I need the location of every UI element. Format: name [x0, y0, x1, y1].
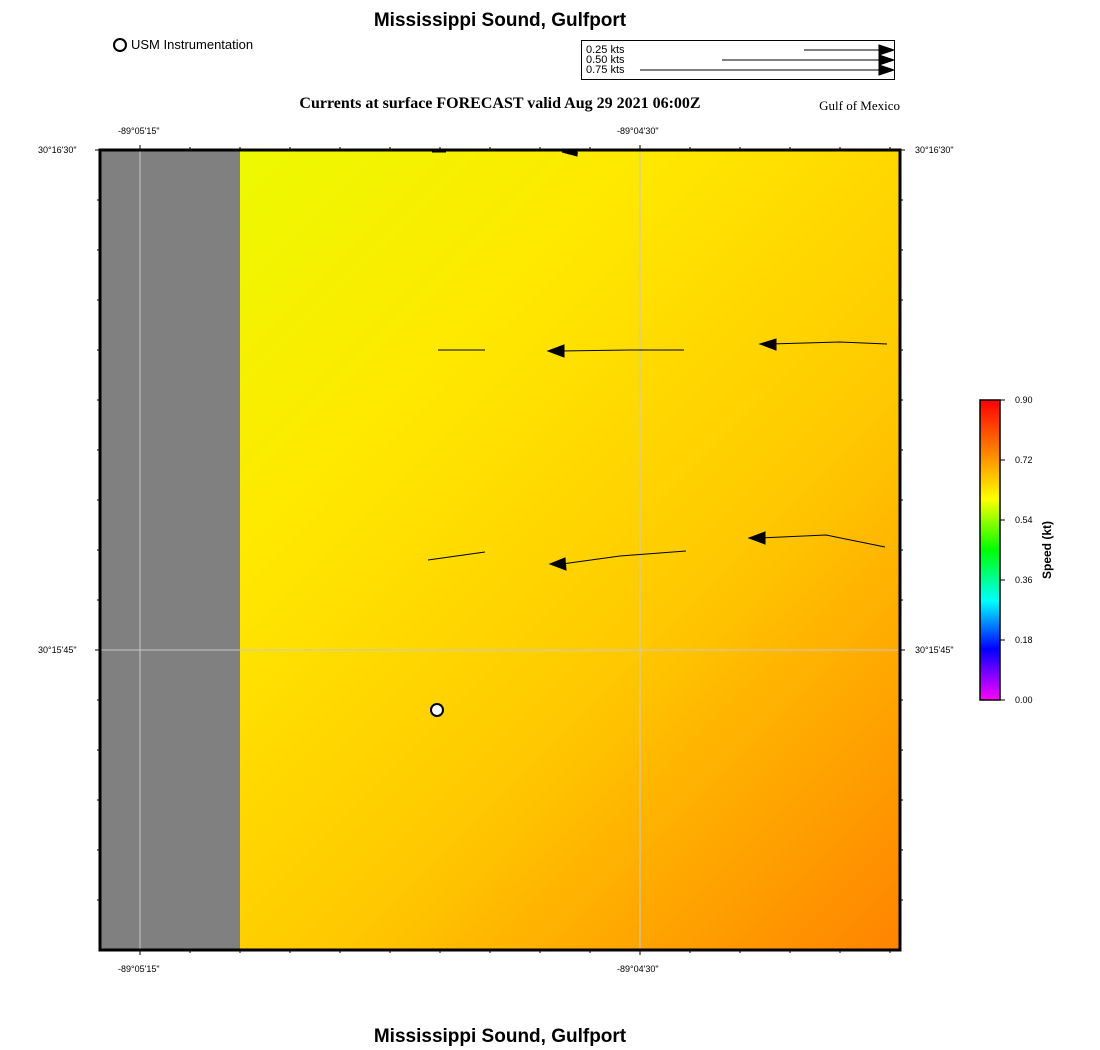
current-vectors: [427, 148, 888, 571]
current-arrow: [747, 531, 886, 548]
vector-scale-box: 0.25 kts 0.50 kts 0.75 kts: [581, 40, 895, 80]
instrument-legend-label: USM Instrumentation: [131, 37, 254, 52]
lat-label-left-top: 30°16'30": [38, 145, 77, 155]
current-arrow: [561, 148, 578, 157]
map-footer-title: Mississippi Sound, Gulfport: [373, 1026, 627, 1047]
map-grid: [100, 150, 900, 950]
lat-label-right-mid: 30°15'45": [915, 645, 954, 655]
usm-station-marker: [430, 703, 444, 717]
current-arrow: [546, 344, 684, 358]
lat-label-left-mid: 30°15'45": [38, 645, 77, 655]
scale-arrow-025: [804, 44, 894, 56]
scale-arrows: [640, 44, 894, 76]
scale-arrow-050: [722, 54, 894, 66]
colorbar-title: Speed (kt): [1040, 521, 1054, 580]
current-arrow: [427, 551, 486, 561]
colorbar-tick-label: 0.54: [1015, 515, 1033, 525]
current-arrow: [758, 338, 888, 351]
current-arrow: [548, 550, 687, 571]
instrument-circle-icon: [113, 37, 127, 52]
colorbar-tick-label: 0.36: [1015, 575, 1033, 585]
lon-label-top-left: -89°05'15": [118, 126, 160, 136]
lon-label-top-right: -89°04'30": [617, 126, 659, 136]
frame-ticks: [95, 145, 905, 955]
lat-label-right-top: 30°16'30": [915, 145, 954, 155]
scale-arrow-075: [640, 64, 894, 76]
forecast-subtitle: Currents at surface FORECAST valid Aug 2…: [299, 95, 701, 112]
region-label: Gulf of Mexico: [819, 98, 900, 113]
speed-colorbar: [979, 399, 1005, 701]
land-area: [100, 150, 240, 950]
colorbar-tick-label: 0.00: [1015, 695, 1033, 705]
scale-label-050: 0.50 kts: [586, 54, 625, 66]
colorbar-tick-label: 0.72: [1015, 455, 1033, 465]
lon-label-bottom-left: -89°05'15": [118, 964, 160, 974]
scale-label-025: 0.25 kts: [586, 44, 625, 56]
map-title: Mississippi Sound, Gulfport: [373, 10, 627, 31]
colorbar-gradient: [979, 399, 1001, 701]
scale-label-075: 0.75 kts: [586, 64, 625, 76]
lon-label-bottom-right: -89°04'30": [617, 964, 659, 974]
colorbar-tick-label: 0.90: [1015, 395, 1033, 405]
instrument-legend: USM Instrumentation: [113, 37, 253, 52]
colorbar-tick-label: 0.18: [1015, 635, 1033, 645]
